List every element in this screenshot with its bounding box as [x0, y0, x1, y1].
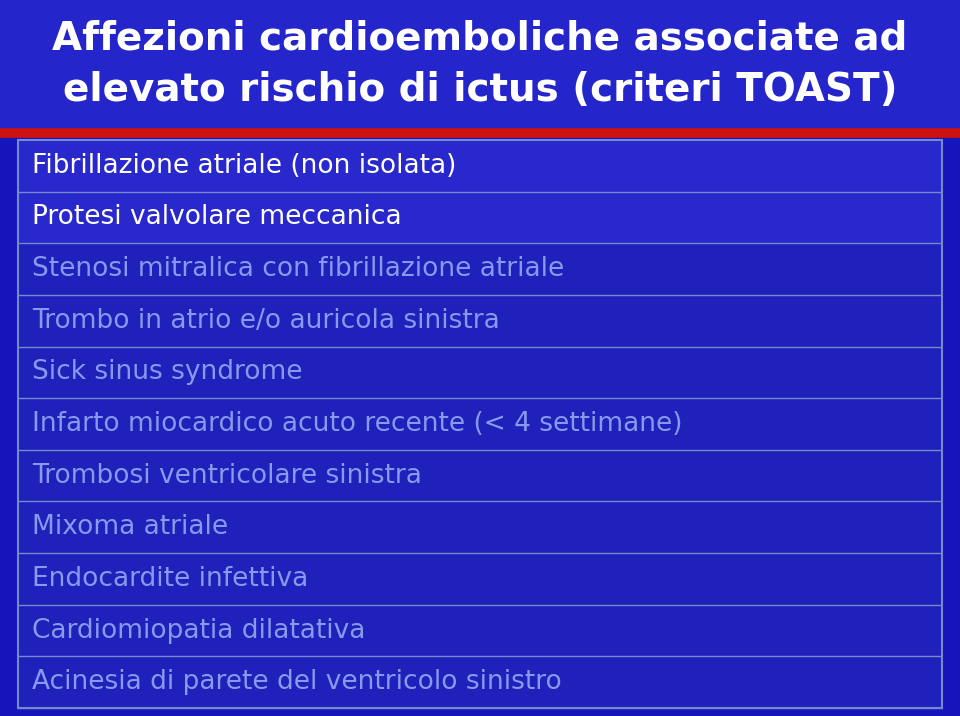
Bar [18, 347, 942, 398]
Text: Protesi valvolare meccanica: Protesi valvolare meccanica [32, 205, 401, 231]
Text: Fibrillazione atriale (non isolata): Fibrillazione atriale (non isolata) [32, 153, 456, 179]
Text: Endocardite infettiva: Endocardite infettiva [32, 566, 308, 592]
Bar [18, 140, 942, 192]
Text: Sick sinus syndrome: Sick sinus syndrome [32, 359, 302, 385]
Text: Acinesia di parete del ventricolo sinistro: Acinesia di parete del ventricolo sinist… [32, 669, 562, 695]
Bar [18, 295, 942, 347]
Text: Mixoma atriale: Mixoma atriale [32, 514, 228, 541]
Bar [18, 140, 942, 708]
Bar [18, 657, 942, 708]
Text: Trombo in atrio e/o auricola sinistra: Trombo in atrio e/o auricola sinistra [32, 308, 500, 334]
Bar [0, 0, 960, 128]
Text: Trombosi ventricolare sinistra: Trombosi ventricolare sinistra [32, 463, 421, 488]
Text: elevato rischio di ictus (criteri TOAST): elevato rischio di ictus (criteri TOAST) [62, 71, 898, 109]
Bar [18, 243, 942, 295]
Bar [18, 398, 942, 450]
Bar [18, 501, 942, 553]
Bar [18, 450, 942, 501]
Text: Infarto miocardico acuto recente (< 4 settimane): Infarto miocardico acuto recente (< 4 se… [32, 411, 683, 437]
Text: Cardiomiopatia dilatativa: Cardiomiopatia dilatativa [32, 617, 366, 644]
Text: Affezioni cardioemboliche associate ad: Affezioni cardioemboliche associate ad [52, 19, 908, 57]
Bar [18, 553, 942, 605]
Text: Stenosi mitralica con fibrillazione atriale: Stenosi mitralica con fibrillazione atri… [32, 256, 564, 282]
Bar [18, 192, 942, 243]
Bar [18, 605, 942, 657]
